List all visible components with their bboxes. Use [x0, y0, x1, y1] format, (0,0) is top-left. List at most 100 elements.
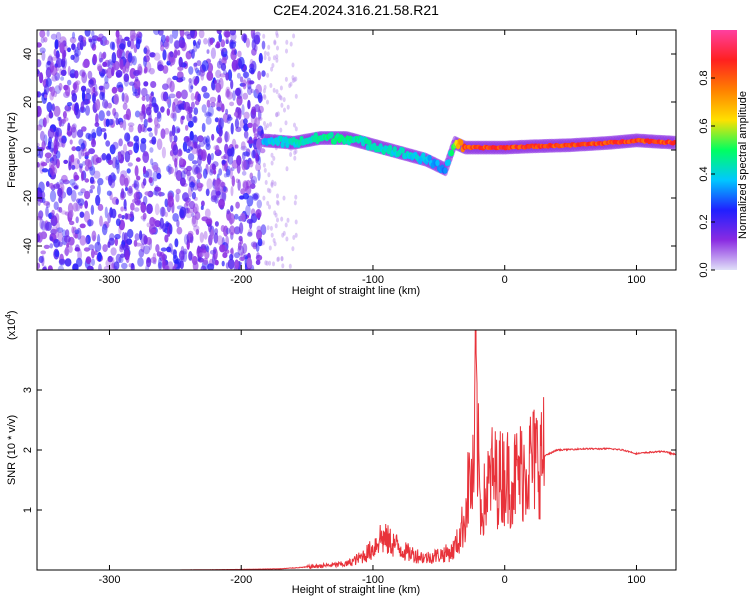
spectrogram-cell	[84, 151, 90, 156]
spectrogram-cell	[114, 233, 121, 240]
spectrogram-cell	[200, 149, 207, 162]
spectrogram-cell	[127, 141, 134, 147]
spectrogram-cell	[71, 182, 78, 189]
spectrogram-cell	[50, 33, 58, 40]
spectrogram-cell	[142, 178, 147, 186]
spectrogram-cell	[79, 223, 86, 229]
spectrogram-cell	[57, 265, 65, 270]
spectrogram-cell	[241, 104, 245, 116]
spectrogram-cell	[128, 263, 132, 268]
spectrogram-cell	[97, 65, 103, 72]
spectrogram-cell	[172, 112, 177, 122]
spectrogram-cell	[107, 241, 111, 249]
spectrogram-cell	[143, 68, 147, 74]
spectrogram-cell	[91, 230, 97, 242]
spectrogram-cell	[256, 199, 262, 209]
spectrogram-cell	[199, 232, 204, 243]
spectrogram-cell	[223, 186, 227, 192]
spectrogram-cell	[49, 236, 54, 241]
spectrogram-cell	[224, 130, 228, 143]
spectrogram-cell	[167, 195, 174, 208]
spectrogram-cell	[42, 117, 47, 128]
spectrogram-cell	[142, 166, 147, 175]
spectrogram-cell	[233, 226, 241, 235]
spectrogram-cell	[221, 260, 225, 267]
spectrogram-cell	[55, 150, 61, 159]
spectrogram-cell	[230, 167, 235, 172]
spectrogram-cell	[116, 162, 120, 174]
spectrogram-cell	[39, 30, 46, 38]
spectrogram-cell	[127, 228, 134, 239]
spectrogram-cell	[253, 133, 259, 138]
spectrogram-cell	[123, 143, 127, 154]
colorbar-tick-label: 0.0	[698, 262, 710, 277]
spectrogram-cell	[72, 202, 79, 212]
spectrogram-cell	[229, 167, 233, 180]
spectrogram-cell	[85, 234, 91, 245]
spectrogram-cell	[248, 67, 255, 74]
colorbar-ticks: 0.0 0.2 0.4 0.6 0.8	[698, 70, 715, 278]
spectrogram-cell	[170, 112, 175, 119]
spectrogram-cell	[243, 130, 249, 139]
spectrogram-cell	[234, 118, 239, 129]
spectrogram-cell	[201, 104, 207, 113]
spectrogram-cell	[43, 83, 50, 95]
spectrogram-cell	[46, 101, 53, 113]
spectrogram-cell	[71, 31, 76, 39]
spectrogram-cell	[219, 73, 227, 78]
spectrogram-cell	[168, 166, 174, 174]
spectrogram-cell	[86, 219, 94, 227]
spectrogram-cell	[37, 198, 41, 207]
spectrogram-cell	[230, 79, 234, 90]
spectrogram-cell	[243, 111, 250, 120]
spectrogram-cell	[276, 111, 280, 117]
snr-panel: -300 -200 -100 0 100 1 2 3 Height of straight …	[4, 310, 677, 596]
spectrogram-cell	[63, 235, 71, 243]
spectrogram-cell	[37, 42, 42, 48]
spectrogram-cell	[135, 157, 141, 162]
spectrogram-cell	[176, 128, 181, 133]
spectrogram-cell	[151, 96, 157, 108]
spectrogram-cell	[256, 252, 260, 259]
spectrogram-cell	[313, 132, 318, 139]
spectrogram-cell	[150, 81, 157, 88]
spectrogram-cell	[116, 37, 120, 50]
spectrogram-cell	[218, 127, 223, 137]
spectrogram-cell	[459, 139, 464, 146]
spectrogram-cell	[129, 211, 134, 218]
spectrogram-cell	[257, 70, 262, 81]
spectrogram-cell	[172, 30, 179, 39]
spectrogram-cell	[272, 156, 276, 161]
spectrogram-cell	[88, 218, 92, 227]
spectrogram-cell	[162, 91, 169, 102]
spectrogram-cell	[169, 34, 174, 44]
spectrogram-cell	[93, 90, 99, 97]
spectrogram-cell	[214, 179, 221, 192]
spectrogram-cell	[115, 218, 121, 227]
spectrogram-cell	[231, 175, 235, 187]
spectrogram-cell	[207, 105, 214, 118]
spectrogram-cell	[242, 243, 248, 254]
y-tick-label: -40	[22, 238, 34, 254]
spectrogram-cell	[234, 252, 240, 259]
spectrogram-cell	[185, 136, 191, 142]
spectrogram-cell	[275, 33, 279, 39]
spectrogram-cell	[291, 62, 295, 68]
spectrogram-cell	[172, 213, 179, 222]
spectrogram-cell	[84, 30, 91, 37]
spectrogram-cell	[58, 82, 63, 91]
spectrogram-cell	[218, 33, 222, 43]
spectrogram-cell	[239, 76, 244, 83]
spectrogram-cell	[122, 119, 127, 131]
spectrogram-cell	[174, 165, 178, 176]
spectrogram-cell	[107, 159, 113, 165]
spectrogram-cell	[272, 238, 276, 243]
spectrogram-cell	[85, 256, 92, 265]
colorbar-tick-label: 0.6	[698, 118, 710, 133]
spectrogram-cell	[387, 144, 393, 152]
spectrogram-cell	[179, 157, 184, 166]
spectrogram-cell	[672, 140, 676, 145]
spectrogram-cell	[101, 223, 108, 236]
spectrogram-cell	[170, 249, 177, 255]
spectrogram-cell	[71, 92, 78, 103]
